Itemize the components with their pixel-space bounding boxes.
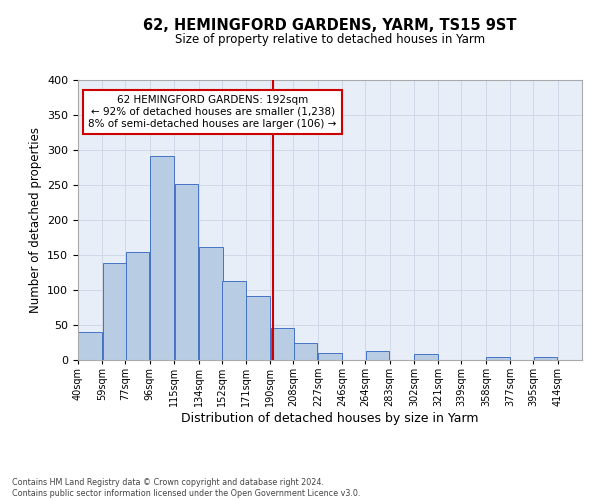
Bar (365, 351, 389, 360)
Text: Contains HM Land Registry data © Crown copyright and database right 2024.
Contai: Contains HM Land Registry data © Crown c… (12, 478, 361, 498)
Text: 62, HEMINGFORD GARDENS, YARM, TS15 9ST: 62, HEMINGFORD GARDENS, YARM, TS15 9ST (143, 18, 517, 32)
Bar (533, 356, 557, 360)
Y-axis label: Number of detached properties: Number of detached properties (29, 127, 41, 313)
Bar (271, 328, 295, 360)
Bar (175, 184, 198, 360)
Bar (199, 248, 223, 360)
Bar (486, 356, 510, 360)
Bar (150, 156, 174, 360)
Bar (247, 296, 270, 360)
Text: 62 HEMINGFORD GARDENS: 192sqm
← 92% of detached houses are smaller (1,238)
8% of: 62 HEMINGFORD GARDENS: 192sqm ← 92% of d… (88, 96, 337, 128)
Bar (126, 252, 149, 360)
Bar (415, 354, 438, 360)
Text: Size of property relative to detached houses in Yarm: Size of property relative to detached ho… (175, 32, 485, 46)
Bar (294, 342, 317, 360)
Bar (318, 353, 342, 360)
Bar (79, 332, 102, 360)
Bar (103, 262, 127, 360)
X-axis label: Distribution of detached houses by size in Yarm: Distribution of detached houses by size … (181, 412, 479, 425)
Bar (222, 281, 245, 360)
